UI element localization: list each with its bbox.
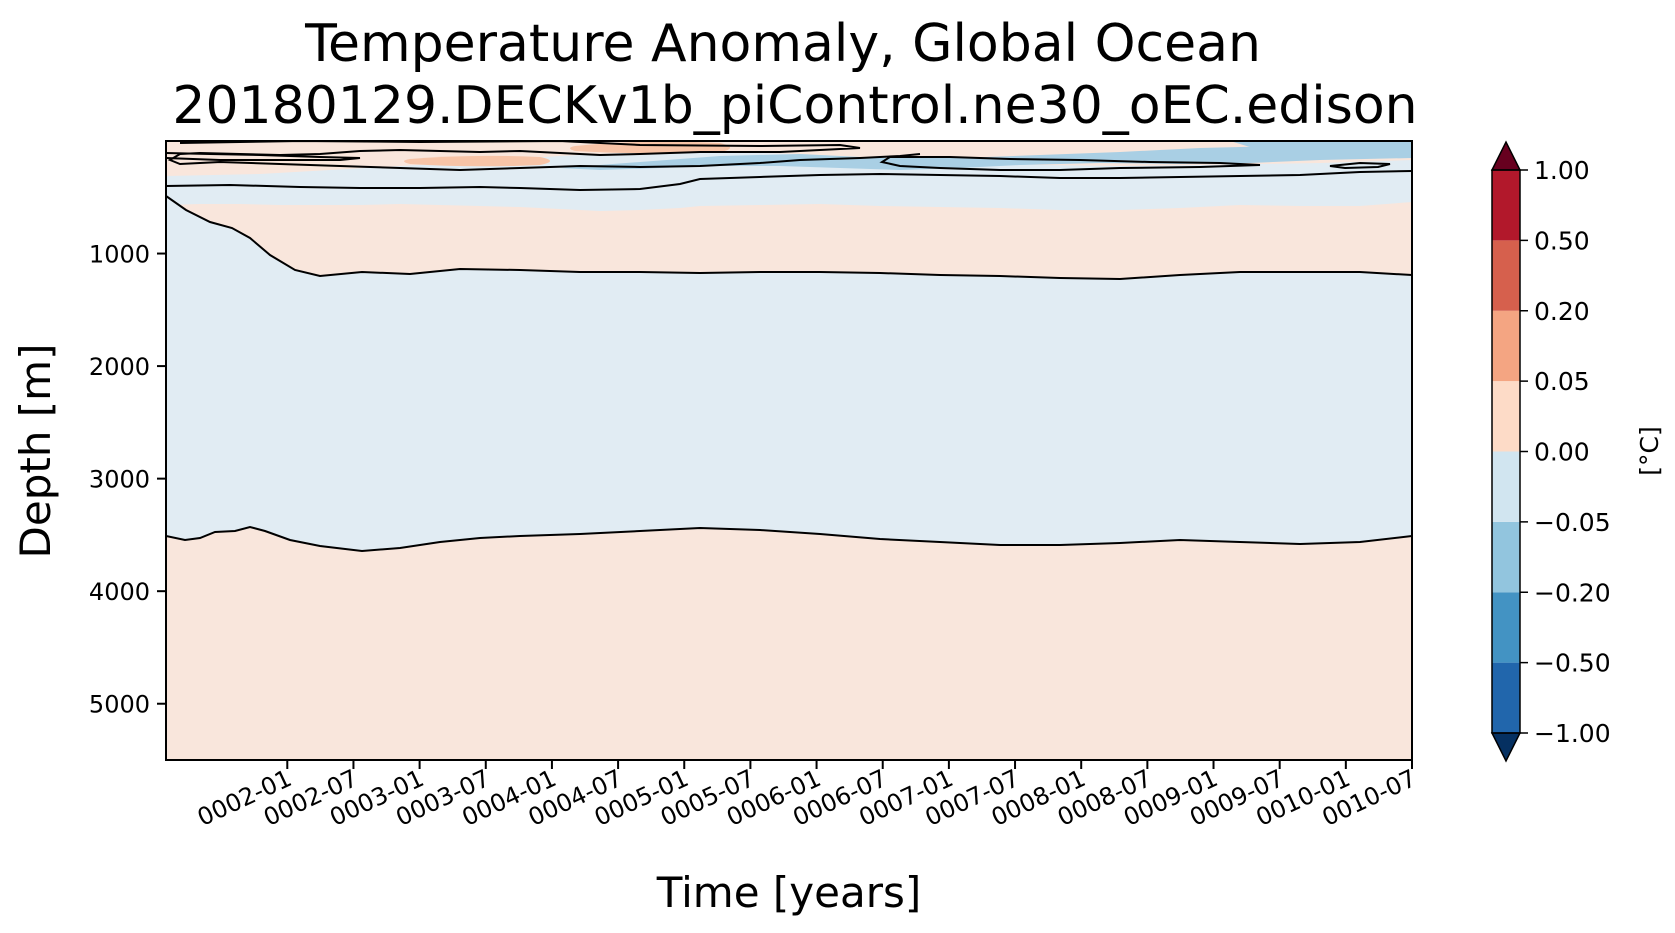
colorbar-extend-low — [1490, 732, 1522, 763]
x-axis-label: Time [years] — [656, 868, 922, 917]
contour-deep — [166, 525, 1412, 553]
zero-contours — [166, 141, 1412, 760]
chart-title: Temperature Anomaly, Global Ocean — [304, 14, 1261, 74]
colorbar-tick-label: 0.05 — [1534, 367, 1590, 396]
y-axis: 1000 2000 3000 4000 5000 — [89, 241, 166, 719]
colorbar-label: [°C] — [1635, 426, 1664, 475]
contour-surface-4 — [166, 152, 361, 161]
band-left-warm — [166, 144, 360, 160]
colorbar-tick-label: −0.05 — [1534, 508, 1611, 537]
colorbar-segment — [1492, 592, 1520, 663]
band-surface-cool — [166, 152, 1412, 211]
y-tick-label: 1000 — [89, 241, 150, 269]
y-tick-label: 4000 — [89, 578, 150, 606]
band-surface-blue-right — [1230, 141, 1412, 152]
colorbar-segment — [1492, 451, 1520, 522]
colorbar: −1.00 −0.50 −0.20 −0.05 0.00 0.05 0.20 0.50 1.00 — [1490, 140, 1611, 763]
colorbar-tick-label: 0.50 — [1534, 226, 1590, 255]
colorbar-extend-high — [1490, 140, 1522, 171]
colorbar-segment — [1492, 521, 1520, 593]
y-tick-label: 3000 — [89, 466, 150, 494]
colorbar-tick-label: 0.20 — [1534, 297, 1590, 326]
contour-upper-thermocline — [166, 195, 1412, 281]
y-axis-label: Depth [m] — [11, 344, 60, 559]
contour-surface-3 — [1329, 161, 1391, 170]
y-tick-label: 2000 — [89, 353, 150, 381]
contour-plot-area — [166, 141, 1412, 760]
plot-frame — [165, 140, 1413, 761]
colorbar-tick-label: −0.50 — [1534, 649, 1611, 678]
colorbar-segment — [1492, 310, 1520, 382]
band-surface-warm — [404, 155, 550, 167]
y-tick-label: 5000 — [89, 691, 150, 719]
colorbar-segment — [1492, 662, 1520, 733]
colorbar-segment — [1492, 170, 1520, 241]
colorbar-tick-label: −1.00 — [1534, 719, 1611, 748]
colorbar-tick-label: 1.00 — [1534, 156, 1590, 185]
band-intermediate-cool — [166, 196, 1412, 551]
x-axis: 0002-010002-070003-010003-070004-010004-… — [193, 760, 1421, 832]
contour-mixed-layer-base — [166, 170, 1412, 192]
chart-subtitle: 20180129.DECKv1b_piControl.ne30_oEC.edis… — [172, 76, 1417, 136]
colorbar-tick-label: 0.00 — [1534, 438, 1590, 467]
colorbar-segment — [1492, 381, 1520, 452]
colorbar-tick-label: −0.20 — [1534, 578, 1611, 607]
contour-surface-2 — [879, 156, 1261, 171]
colorbar-segment — [1492, 240, 1520, 311]
